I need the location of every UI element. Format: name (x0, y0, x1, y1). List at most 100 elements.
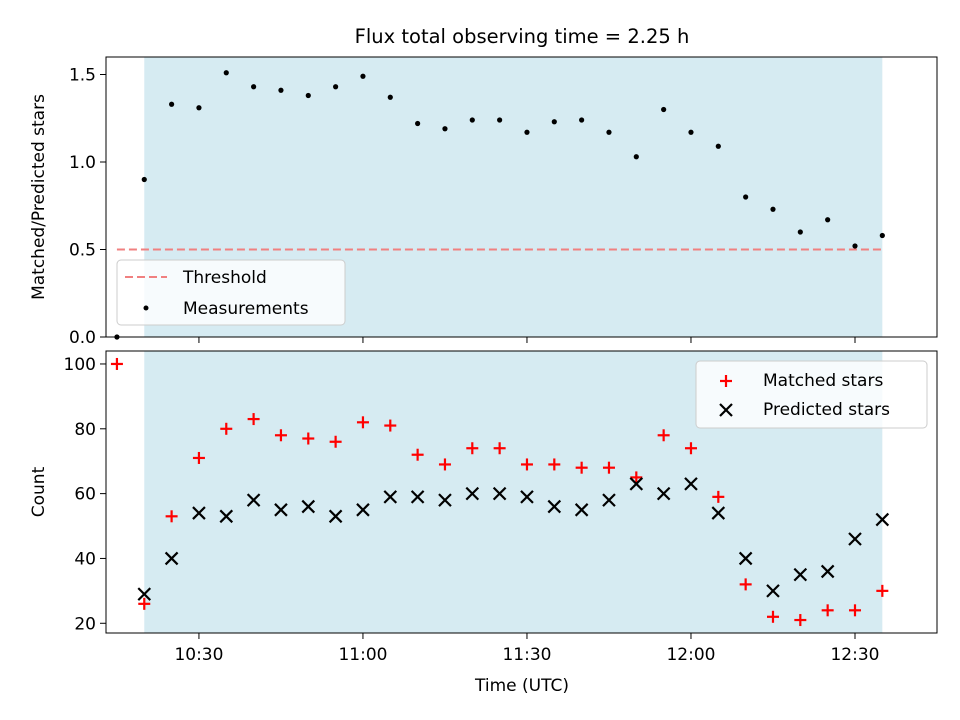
measurement-point (278, 87, 284, 93)
measurement-point (551, 119, 557, 125)
y-tick-label: 1.0 (69, 153, 96, 173)
legend-predicted-label: Predicted stars (763, 400, 890, 420)
predicted-star-point (684, 477, 698, 491)
matched-star-point (302, 432, 315, 445)
measurement-point (633, 154, 639, 160)
predicted-star-point (465, 486, 480, 501)
matched-star-point (520, 458, 533, 471)
measurement-point (360, 73, 366, 79)
measurement-point (797, 229, 803, 235)
y-tick-label: 100 (64, 355, 96, 375)
predicted-star-point (438, 493, 452, 507)
ratio-y-ticks: 0.0 0.5 1.0 1.5 (69, 66, 106, 348)
y-tick-label: 80 (74, 420, 96, 440)
x-tick-label: 10:30 (174, 645, 223, 665)
predicted-star-point (848, 532, 862, 546)
measurement-point (469, 117, 475, 123)
matched-star-point (794, 614, 807, 627)
measurement-point (442, 126, 448, 132)
matched-star-point (384, 419, 397, 432)
y-tick-label: 1.5 (69, 66, 96, 86)
x-tick-label: 11:30 (502, 645, 551, 665)
x-tick-label: 11:00 (338, 645, 387, 665)
predicted-star-point (410, 490, 425, 504)
predicted-star-point (820, 564, 835, 579)
count-x-ticks: 10:30 11:00 11:30 12:00 12:30 (174, 633, 879, 665)
matched-star-point (274, 429, 287, 442)
matched-star-point (466, 442, 479, 455)
y-tick-label: 20 (74, 614, 96, 634)
matched-star-point (165, 510, 178, 523)
y-tick-label: 0.5 (69, 241, 96, 261)
measurement-point (852, 243, 858, 249)
matched-stars-points (110, 357, 889, 627)
measurement-point (169, 101, 175, 107)
matched-star-point (110, 357, 123, 370)
legend-matched-label: Matched stars (763, 371, 883, 391)
predicted-star-point (383, 490, 398, 504)
matched-star-point (548, 458, 561, 471)
predicted-star-point (875, 512, 890, 527)
x-axis-label: Time (UTC) (474, 676, 569, 696)
measurement-point (688, 129, 694, 135)
predicted-star-point (356, 503, 370, 517)
matched-star-point (411, 448, 424, 461)
measurement-point (825, 217, 831, 223)
predicted-star-point (328, 509, 343, 524)
legend-measurements-marker (143, 305, 149, 311)
predicted-star-point (246, 493, 261, 507)
legend-threshold-label: Threshold (182, 268, 267, 288)
y-tick-label: 0.0 (69, 328, 96, 348)
measurement-point (715, 143, 721, 149)
count-legend-box (695, 360, 928, 429)
matched-star-point (493, 442, 506, 455)
matched-star-point (684, 442, 697, 455)
matched-star-point (630, 471, 643, 484)
predicted-star-point (793, 567, 808, 582)
count-panel: 20 40 60 80 100 10:30 11:00 11:30 12:00 12:30 Co… (29, 350, 938, 696)
ratio-legend: Threshold Measurements (116, 259, 346, 326)
y-tick-label: 60 (74, 485, 96, 505)
count-frame (105, 350, 938, 634)
ratio-frame (105, 56, 938, 338)
matched-star-point (438, 458, 451, 471)
measurement-point (415, 120, 421, 127)
measurement-point (333, 84, 339, 90)
measurement-point (879, 232, 885, 239)
predicted-stars-points (137, 477, 890, 601)
predicted-star-point (766, 584, 780, 598)
predicted-star-point (301, 499, 316, 514)
matched-star-point (712, 490, 725, 503)
measurement-point (305, 92, 311, 99)
ratio-panel: 0.0 0.5 1.0 1.5 Matched/Predicted stars Thr… (29, 56, 938, 348)
predicted-star-point (492, 486, 507, 501)
predicted-star-point (738, 551, 753, 566)
measurement-point (141, 176, 147, 183)
ratio-x-ticks (198, 337, 856, 343)
matched-star-point (602, 461, 615, 474)
measurement-point (606, 129, 612, 135)
measurement-point (770, 206, 776, 212)
matched-star-point (192, 451, 205, 464)
predicted-star-point (520, 490, 534, 504)
measurement-point (387, 94, 393, 100)
predicted-star-point (711, 506, 726, 520)
matched-star-point (329, 435, 342, 448)
count-y-label: Count (29, 466, 49, 517)
predicted-star-point (547, 499, 562, 514)
matched-star-point (848, 604, 861, 617)
matched-star-point (247, 413, 260, 426)
figure-title: Flux total observing time = 2.25 h (355, 25, 690, 48)
measurement-points (114, 70, 885, 340)
measurement-point (524, 129, 530, 135)
legend-x-glyph (719, 403, 733, 417)
predicted-star-point (219, 509, 234, 524)
measurement-point (251, 84, 257, 90)
matched-star-point (575, 461, 588, 474)
ratio-y-label: Matched/Predicted stars (29, 94, 49, 300)
matched-star-point (739, 578, 752, 591)
measurement-point (196, 105, 202, 111)
matched-star-point (356, 416, 369, 429)
measurement-point (743, 194, 749, 200)
